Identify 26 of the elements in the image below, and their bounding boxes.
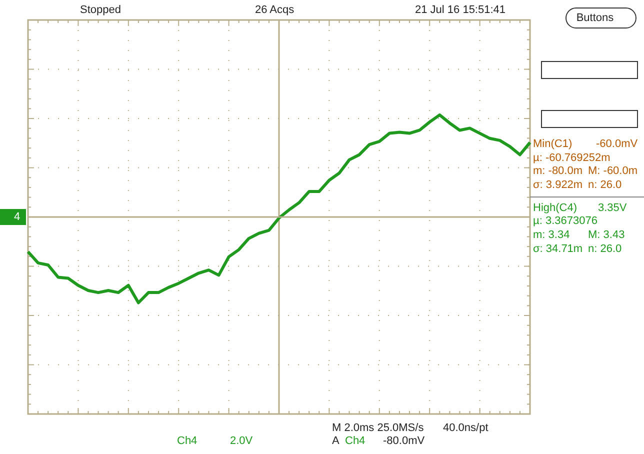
text: σ: 34.71m <box>533 243 583 255</box>
text: 3.35V <box>598 202 628 214</box>
text: µ: 3.3673076 <box>533 215 598 227</box>
text: -60.0mV <box>596 138 638 150</box>
text: m: 3.34 <box>533 229 570 241</box>
text: m: -80.0m <box>533 165 583 177</box>
text: M: -60.0m <box>588 165 638 177</box>
text: M 2.0ms 25.0MS/s <box>332 422 424 434</box>
text: 40.0ns/pt <box>443 422 488 434</box>
text: Min(C1) <box>533 138 572 150</box>
text: 26 Acqs <box>255 4 295 16</box>
text: µ: -60.769252m <box>533 152 610 164</box>
text: σ: 3.922m <box>533 179 583 191</box>
text: 21 Jul 16 15:51:41 <box>415 4 506 16</box>
text: A <box>332 435 340 447</box>
text: Ch4 <box>345 435 366 447</box>
text: -80.0mV <box>383 435 426 447</box>
text: Buttons <box>576 12 614 24</box>
text: 4 <box>14 211 20 223</box>
text: 2.0V <box>230 435 254 447</box>
text: n: 26.0 <box>588 179 622 191</box>
text: Stopped <box>80 4 121 16</box>
text: M: 3.43 <box>588 229 625 241</box>
text: Ch4 <box>177 435 198 447</box>
text: High(C4) <box>533 202 578 214</box>
text: n: 26.0 <box>588 243 622 255</box>
